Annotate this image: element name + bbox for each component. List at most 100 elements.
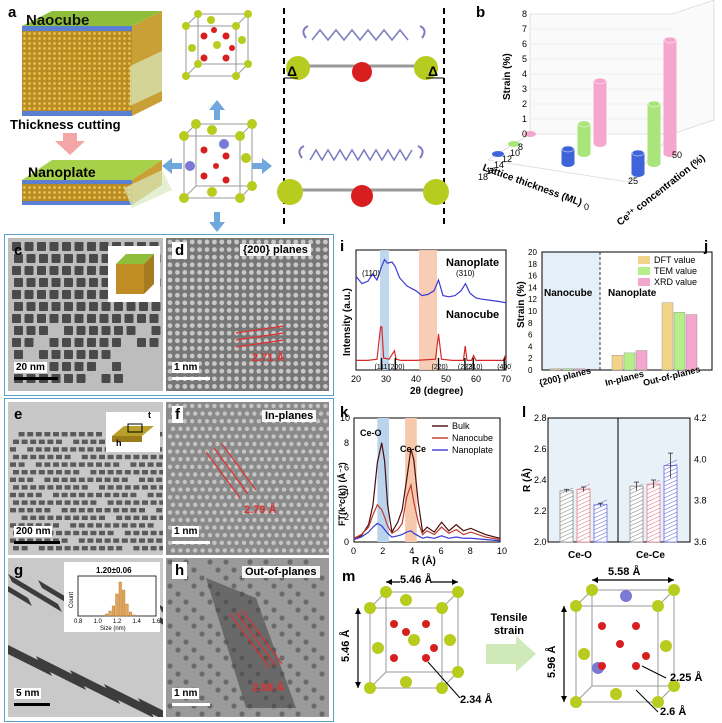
nanoplate-particle (61, 538, 68, 543)
lattice-dot (308, 449, 313, 454)
chart-l-bar-hatch (559, 511, 574, 519)
chart-l-bar-hatch (593, 507, 608, 515)
nanoplate-particle (159, 546, 163, 551)
lattice-dot (185, 411, 190, 416)
lattice-dot (293, 338, 299, 344)
lattice-dot (286, 323, 291, 328)
lattice-dot (226, 346, 232, 351)
lattice-dot (204, 434, 210, 439)
lattice-dot (304, 441, 309, 447)
scale-label-h: 1 nm (172, 688, 200, 699)
lattice-dot (226, 323, 232, 328)
lattice-dot (193, 502, 198, 507)
lattice-dot (249, 285, 254, 290)
lattice-dot (241, 361, 247, 366)
lattice-dot (278, 376, 284, 382)
nanocube-particle (62, 266, 71, 275)
noise-speck (279, 711, 285, 717)
chart-j-bar (685, 314, 698, 371)
lattice-dot (326, 487, 329, 492)
chart-l-bar-hatch (593, 519, 608, 527)
chart-b-bar-base (492, 151, 504, 157)
nanocube-particle (26, 302, 36, 311)
lattice-dot (308, 323, 313, 328)
lattice-dot (323, 308, 328, 313)
lattice-dot (274, 457, 279, 462)
nanoplate-particle (113, 538, 120, 543)
lattice-dot (249, 292, 254, 298)
lattice-dot (226, 384, 232, 389)
noise-speck (263, 559, 269, 565)
noise-speck (215, 711, 221, 717)
nanocube-particle (51, 302, 61, 311)
lattice-dot (182, 510, 187, 515)
lattice-dot (167, 449, 173, 454)
lattice-dot (204, 346, 210, 351)
lattice-dot (167, 540, 173, 545)
lattice-dot (315, 540, 321, 545)
noise-speck (207, 679, 213, 685)
panel-l-letter: l (522, 404, 527, 421)
lattice-dot (234, 525, 239, 530)
chart-l-bar-hatch (663, 475, 678, 483)
lattice-dot (212, 361, 217, 366)
nanoplate-particle (56, 515, 62, 520)
lattice-dot (278, 361, 284, 366)
lattice-dot (278, 449, 284, 454)
lattice-dot (271, 403, 276, 409)
lattice-dot (241, 277, 247, 283)
nanocube-particle (64, 254, 73, 263)
panel-c: c 20 nm (8, 238, 163, 391)
lattice-dot (182, 262, 188, 268)
chart-l-bar-hatch (629, 531, 644, 539)
noise-speck (319, 671, 325, 677)
nanocube-particle (64, 350, 73, 359)
lattice-dot (264, 434, 269, 439)
lattice-dot (241, 315, 247, 321)
chart-l-bar (593, 504, 608, 543)
lattice-dot (219, 254, 225, 260)
lattice-dot (286, 449, 291, 454)
lattice-dot (175, 308, 180, 313)
lattice-dot (293, 270, 299, 275)
lattice-dot (226, 330, 232, 336)
chart-l-bar-hatch (593, 531, 608, 539)
noise-speck (303, 679, 309, 685)
chart-j-region-left: Nanocube (544, 288, 593, 299)
lattice-dot (296, 457, 301, 462)
nanocube-particle (124, 314, 134, 323)
lattice-dot (212, 479, 217, 485)
chart-i-xtick: 30 (381, 374, 391, 384)
nanocube-particle (74, 338, 84, 347)
chart-b-bar-top (631, 149, 645, 157)
lattice-dot (281, 502, 287, 507)
chart-i-ref-label: (222) (458, 364, 474, 371)
lattice-dot (170, 517, 176, 523)
noise-speck (279, 615, 285, 621)
lattice-dot (267, 487, 272, 492)
noise-speck (191, 647, 197, 653)
hist-bar (115, 593, 119, 617)
chart-k-legend-label: Nanocube (452, 433, 493, 443)
plate-edge-stripe (138, 698, 163, 717)
scale-label-d: 1 nm (172, 362, 200, 373)
lattice-dot (204, 262, 210, 268)
nanoplate-particle (139, 538, 145, 543)
noise-speck (319, 631, 325, 637)
nanocube-particle (149, 338, 159, 347)
chart-i-ref-label: (220) (432, 364, 448, 371)
lattice-dot (234, 292, 239, 298)
lattice-dot (234, 285, 239, 290)
nanoplate-particle (90, 439, 97, 444)
nanoplate-particle (61, 492, 68, 498)
noise-speck (295, 687, 301, 693)
lattice-dot (263, 285, 269, 290)
lattice-dot (318, 487, 324, 492)
lattice-dot (300, 277, 306, 283)
lattice-dot (315, 376, 321, 382)
chart-i-ylabel: Intensity (a.u.) (342, 288, 353, 356)
nanoplate-particle (64, 546, 71, 551)
lattice-dot (271, 376, 276, 382)
noise-speck (215, 687, 221, 693)
lattice-dot (326, 517, 329, 523)
